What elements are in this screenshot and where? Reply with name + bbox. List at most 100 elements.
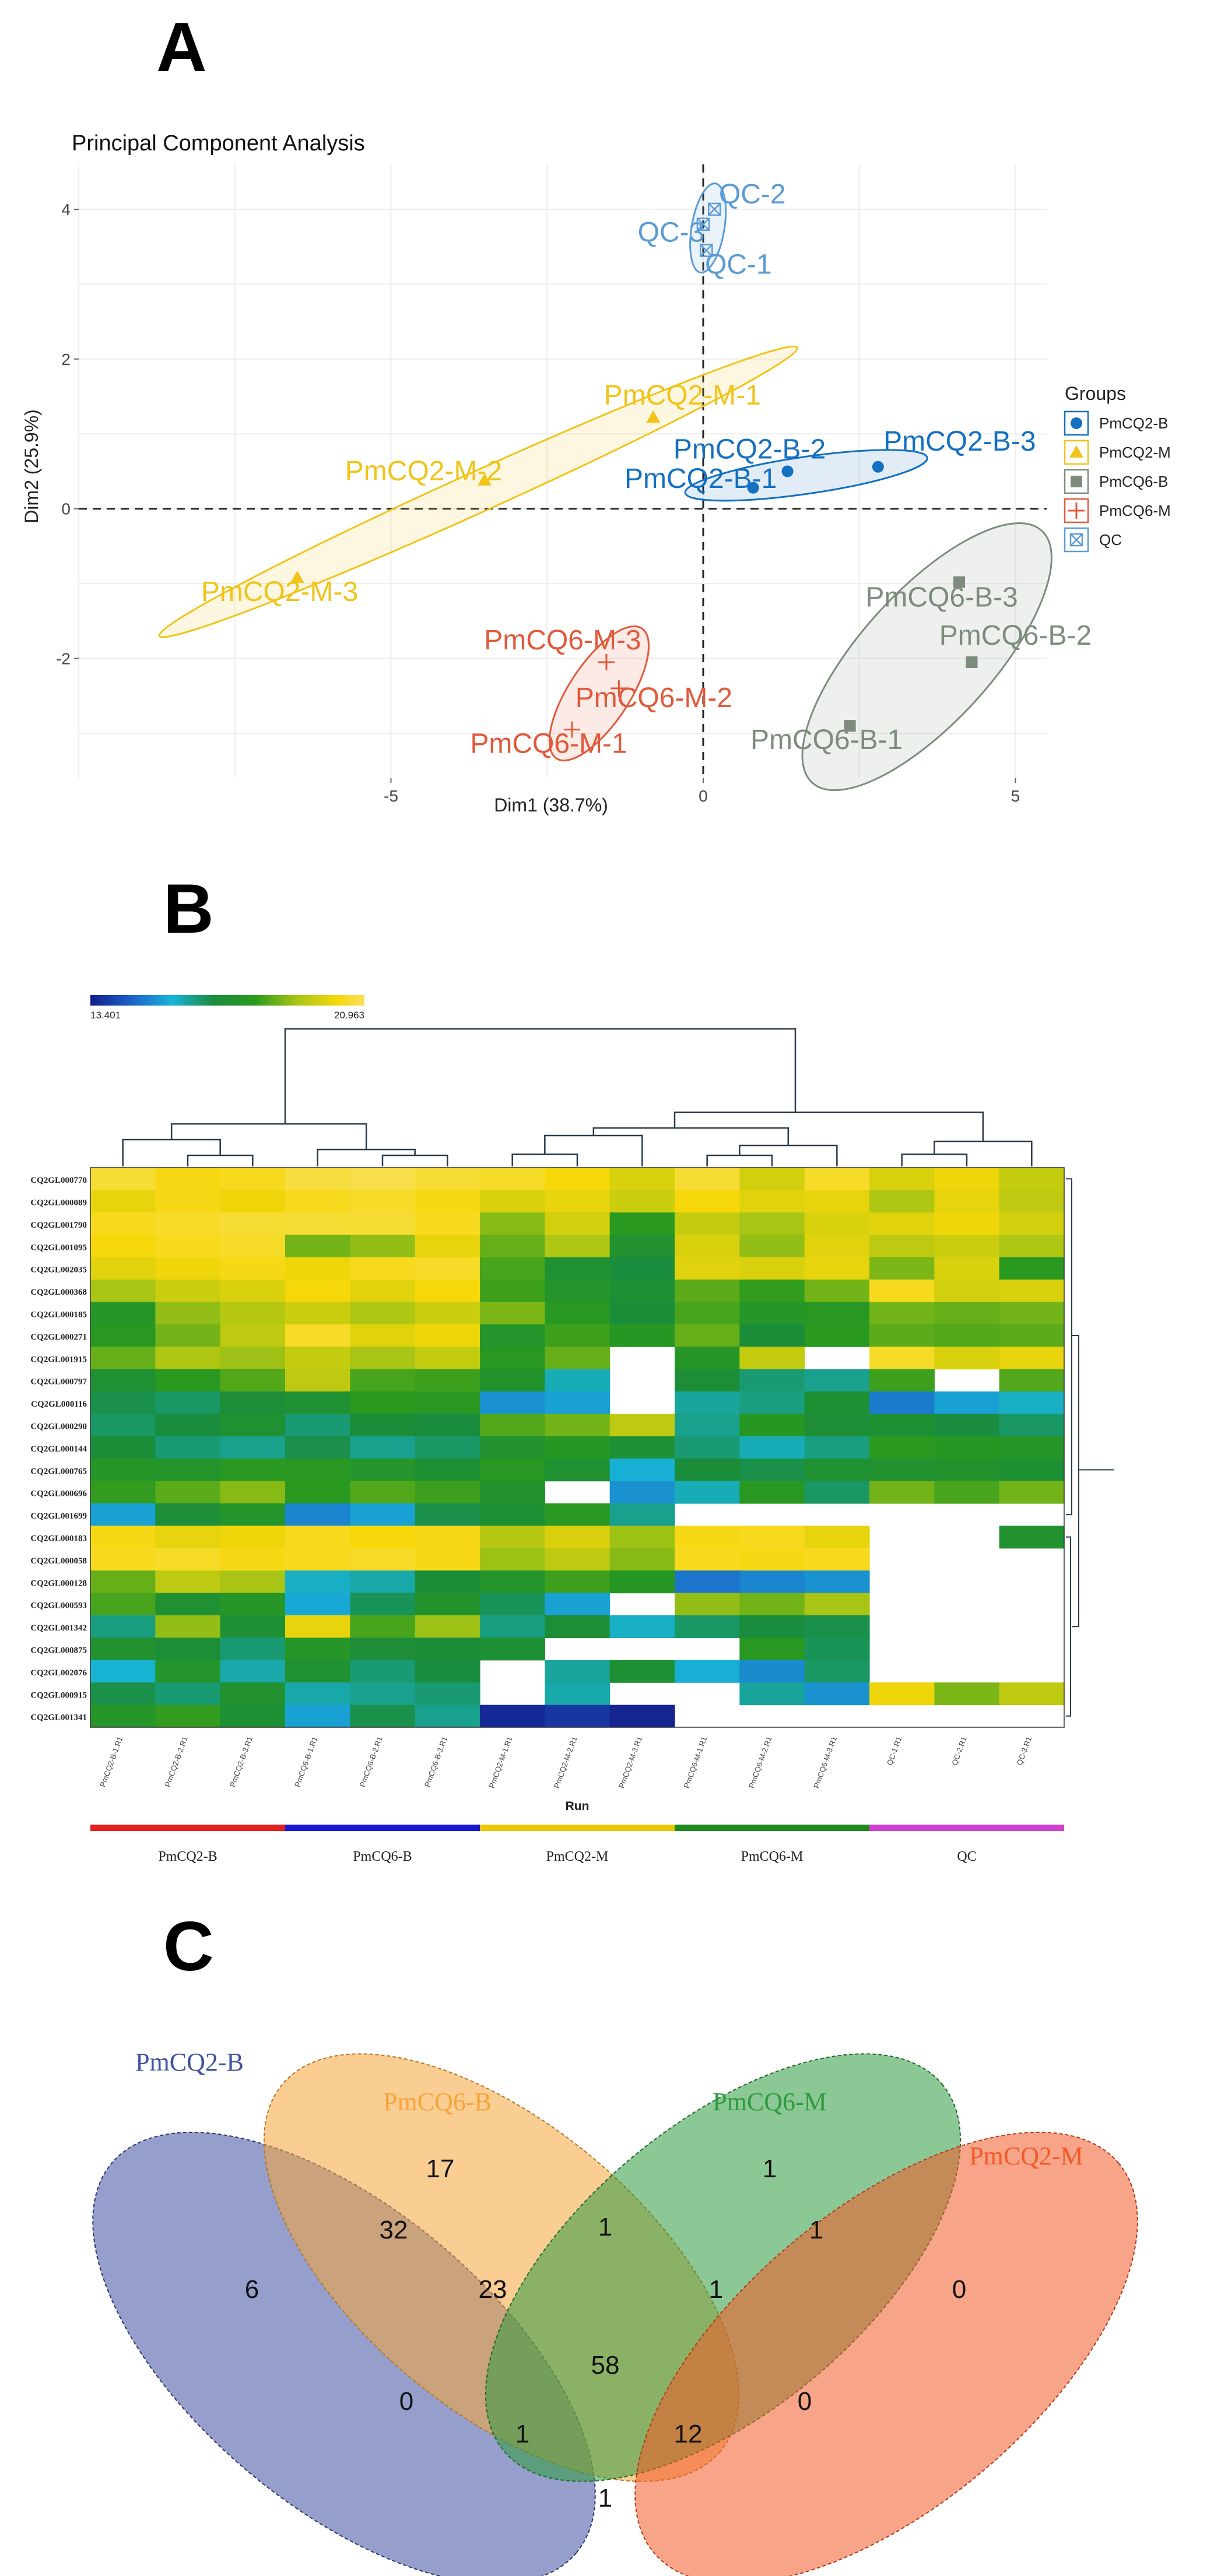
heatmap-cell	[804, 1548, 870, 1571]
heatmap-cell	[934, 1257, 1000, 1280]
heatmap-cell	[999, 1302, 1065, 1325]
heatmap-group-bar-pmcq6-b	[285, 1825, 480, 1831]
heatmap-cell	[415, 1391, 480, 1414]
pca-ellipse-qc	[689, 182, 727, 274]
heatmap-cell	[869, 1168, 935, 1190]
heatmap-cell	[545, 1369, 611, 1392]
heatmap-cell	[415, 1280, 480, 1302]
heatmap-cell	[675, 1324, 740, 1347]
heatmap-cell	[220, 1593, 286, 1616]
heatmap-cell	[934, 1414, 1000, 1437]
heatmap-cell	[90, 1660, 156, 1683]
heatmap-cell	[869, 1481, 935, 1504]
heatmap-group-bar-qc	[869, 1825, 1064, 1831]
heatmap-cell	[739, 1190, 805, 1213]
heatmap-cell	[675, 1436, 740, 1459]
heatmap-row-label: CQ2GL000128	[30, 1579, 87, 1588]
heatmap-cell	[220, 1705, 286, 1728]
heatmap-cell	[999, 1168, 1065, 1190]
pca-ellipse-pmcq6-b	[801, 522, 1052, 792]
heatmap-cell	[415, 1414, 480, 1437]
heatmap-cell	[739, 1347, 805, 1370]
pca-label-pmcq6-b-1: PmCQ6-B-1	[750, 725, 903, 755]
pca-point-pmcq2-b-1	[747, 482, 759, 494]
heatmap-row-label: CQ2GL000696	[30, 1489, 87, 1499]
heatmap-cell	[285, 1503, 350, 1526]
heatmap-cell	[350, 1593, 416, 1616]
heatmap-cell	[155, 1436, 221, 1459]
heatmap-row-labels: CQ2GL000770 CQ2GL000089 CQ2GL001790 CQ2GL00…	[30, 1176, 87, 1723]
heatmap-group-label-pmcq2-b: PmCQ2-B	[158, 1849, 217, 1864]
heatmap-cell	[415, 1705, 480, 1728]
heatmap-column-label: PmCQ2-M-1.R1	[487, 1735, 514, 1790]
heatmap-cell	[545, 1391, 611, 1414]
heatmap-cell	[415, 1682, 480, 1706]
heatmap-cell	[415, 1235, 480, 1258]
heatmap-cell	[869, 1302, 935, 1325]
heatmap-cell	[804, 1235, 870, 1258]
heatmap-cell	[869, 1369, 935, 1392]
heatmap-cell	[934, 1168, 1000, 1190]
heatmap-cell	[609, 1459, 675, 1482]
heatmap-cell	[545, 1660, 611, 1683]
heatmap-cell	[90, 1615, 156, 1638]
heatmap-column-label: QC-1.R1	[885, 1735, 904, 1766]
heatmap-cell	[869, 1235, 935, 1258]
heatmap-cell	[155, 1347, 221, 1370]
panel-b-letter: B	[163, 870, 214, 948]
heatmap-cell	[609, 1436, 675, 1459]
heatmap-dendrogram-branch	[511, 1153, 578, 1166]
heatmap-cell	[220, 1347, 286, 1370]
heatmap-cell	[804, 1436, 870, 1459]
pca-legend-marker-qc	[1069, 533, 1083, 547]
heatmap-cell	[675, 1212, 740, 1235]
heatmap-cell	[90, 1235, 156, 1258]
venn-count-cq2b-cq2m: 1	[598, 2484, 612, 2512]
heatmap-cell	[934, 1280, 1000, 1302]
pca-label-qc-3: QC-3	[638, 217, 705, 248]
heatmap-cell	[934, 1235, 1000, 1258]
heatmap-cell	[609, 1190, 675, 1213]
heatmap-cell	[415, 1526, 480, 1549]
heatmap-cell	[869, 1280, 935, 1302]
heatmap-column-label: PmCQ2-B-3.R1	[228, 1735, 254, 1788]
heatmap-cell	[545, 1414, 611, 1437]
heatmap-cell	[609, 1503, 675, 1526]
heatmap-cell	[90, 1257, 156, 1280]
heatmap-cell	[350, 1235, 416, 1258]
heatmap-cell	[739, 1682, 805, 1706]
heatmap-cell	[415, 1615, 480, 1638]
heatmap-cell	[999, 1257, 1065, 1280]
heatmap-cell	[90, 1302, 156, 1325]
pca-ellipse-pmcq6-m	[548, 625, 650, 762]
heatmap-cell	[90, 1593, 156, 1616]
heatmap-cell	[350, 1347, 416, 1370]
heatmap-cell	[609, 1705, 675, 1728]
heatmap-cell	[804, 1324, 870, 1347]
heatmap-cell	[869, 1212, 935, 1235]
heatmap-cell	[90, 1212, 156, 1235]
heatmap-cell	[545, 1257, 611, 1280]
heatmap-cell	[350, 1391, 416, 1414]
heatmap-group-bar-pmcq2-m	[480, 1825, 675, 1831]
pca-x-axis-label: Dim1 (38.7%)	[494, 795, 608, 816]
heatmap-cell	[999, 1526, 1065, 1549]
heatmap-row-label: CQ2GL001342	[30, 1623, 87, 1633]
heatmap-cell	[804, 1682, 870, 1706]
heatmap-cell	[90, 1414, 156, 1437]
heatmap-cell	[155, 1324, 221, 1347]
heatmap-cell	[415, 1324, 480, 1347]
heatmap-column-label: PmCQ6-M-3.R1	[812, 1735, 838, 1790]
heatmap-cell	[350, 1682, 416, 1706]
heatmap-cell	[415, 1212, 480, 1235]
heatmap-cell	[545, 1168, 611, 1190]
heatmap-cell	[934, 1481, 1000, 1504]
heatmap-cell	[804, 1637, 870, 1661]
heatmap-cell	[415, 1347, 480, 1370]
heatmap-cell	[285, 1660, 350, 1683]
heatmap-colorbar-max: 20.963	[334, 1010, 364, 1021]
heatmap-dendrogram-branch	[381, 1154, 448, 1166]
heatmap-cell	[609, 1168, 675, 1190]
heatmap-cell	[675, 1168, 740, 1190]
venn-count-cq2b-cq6b-cq2m: 12	[674, 2420, 703, 2448]
